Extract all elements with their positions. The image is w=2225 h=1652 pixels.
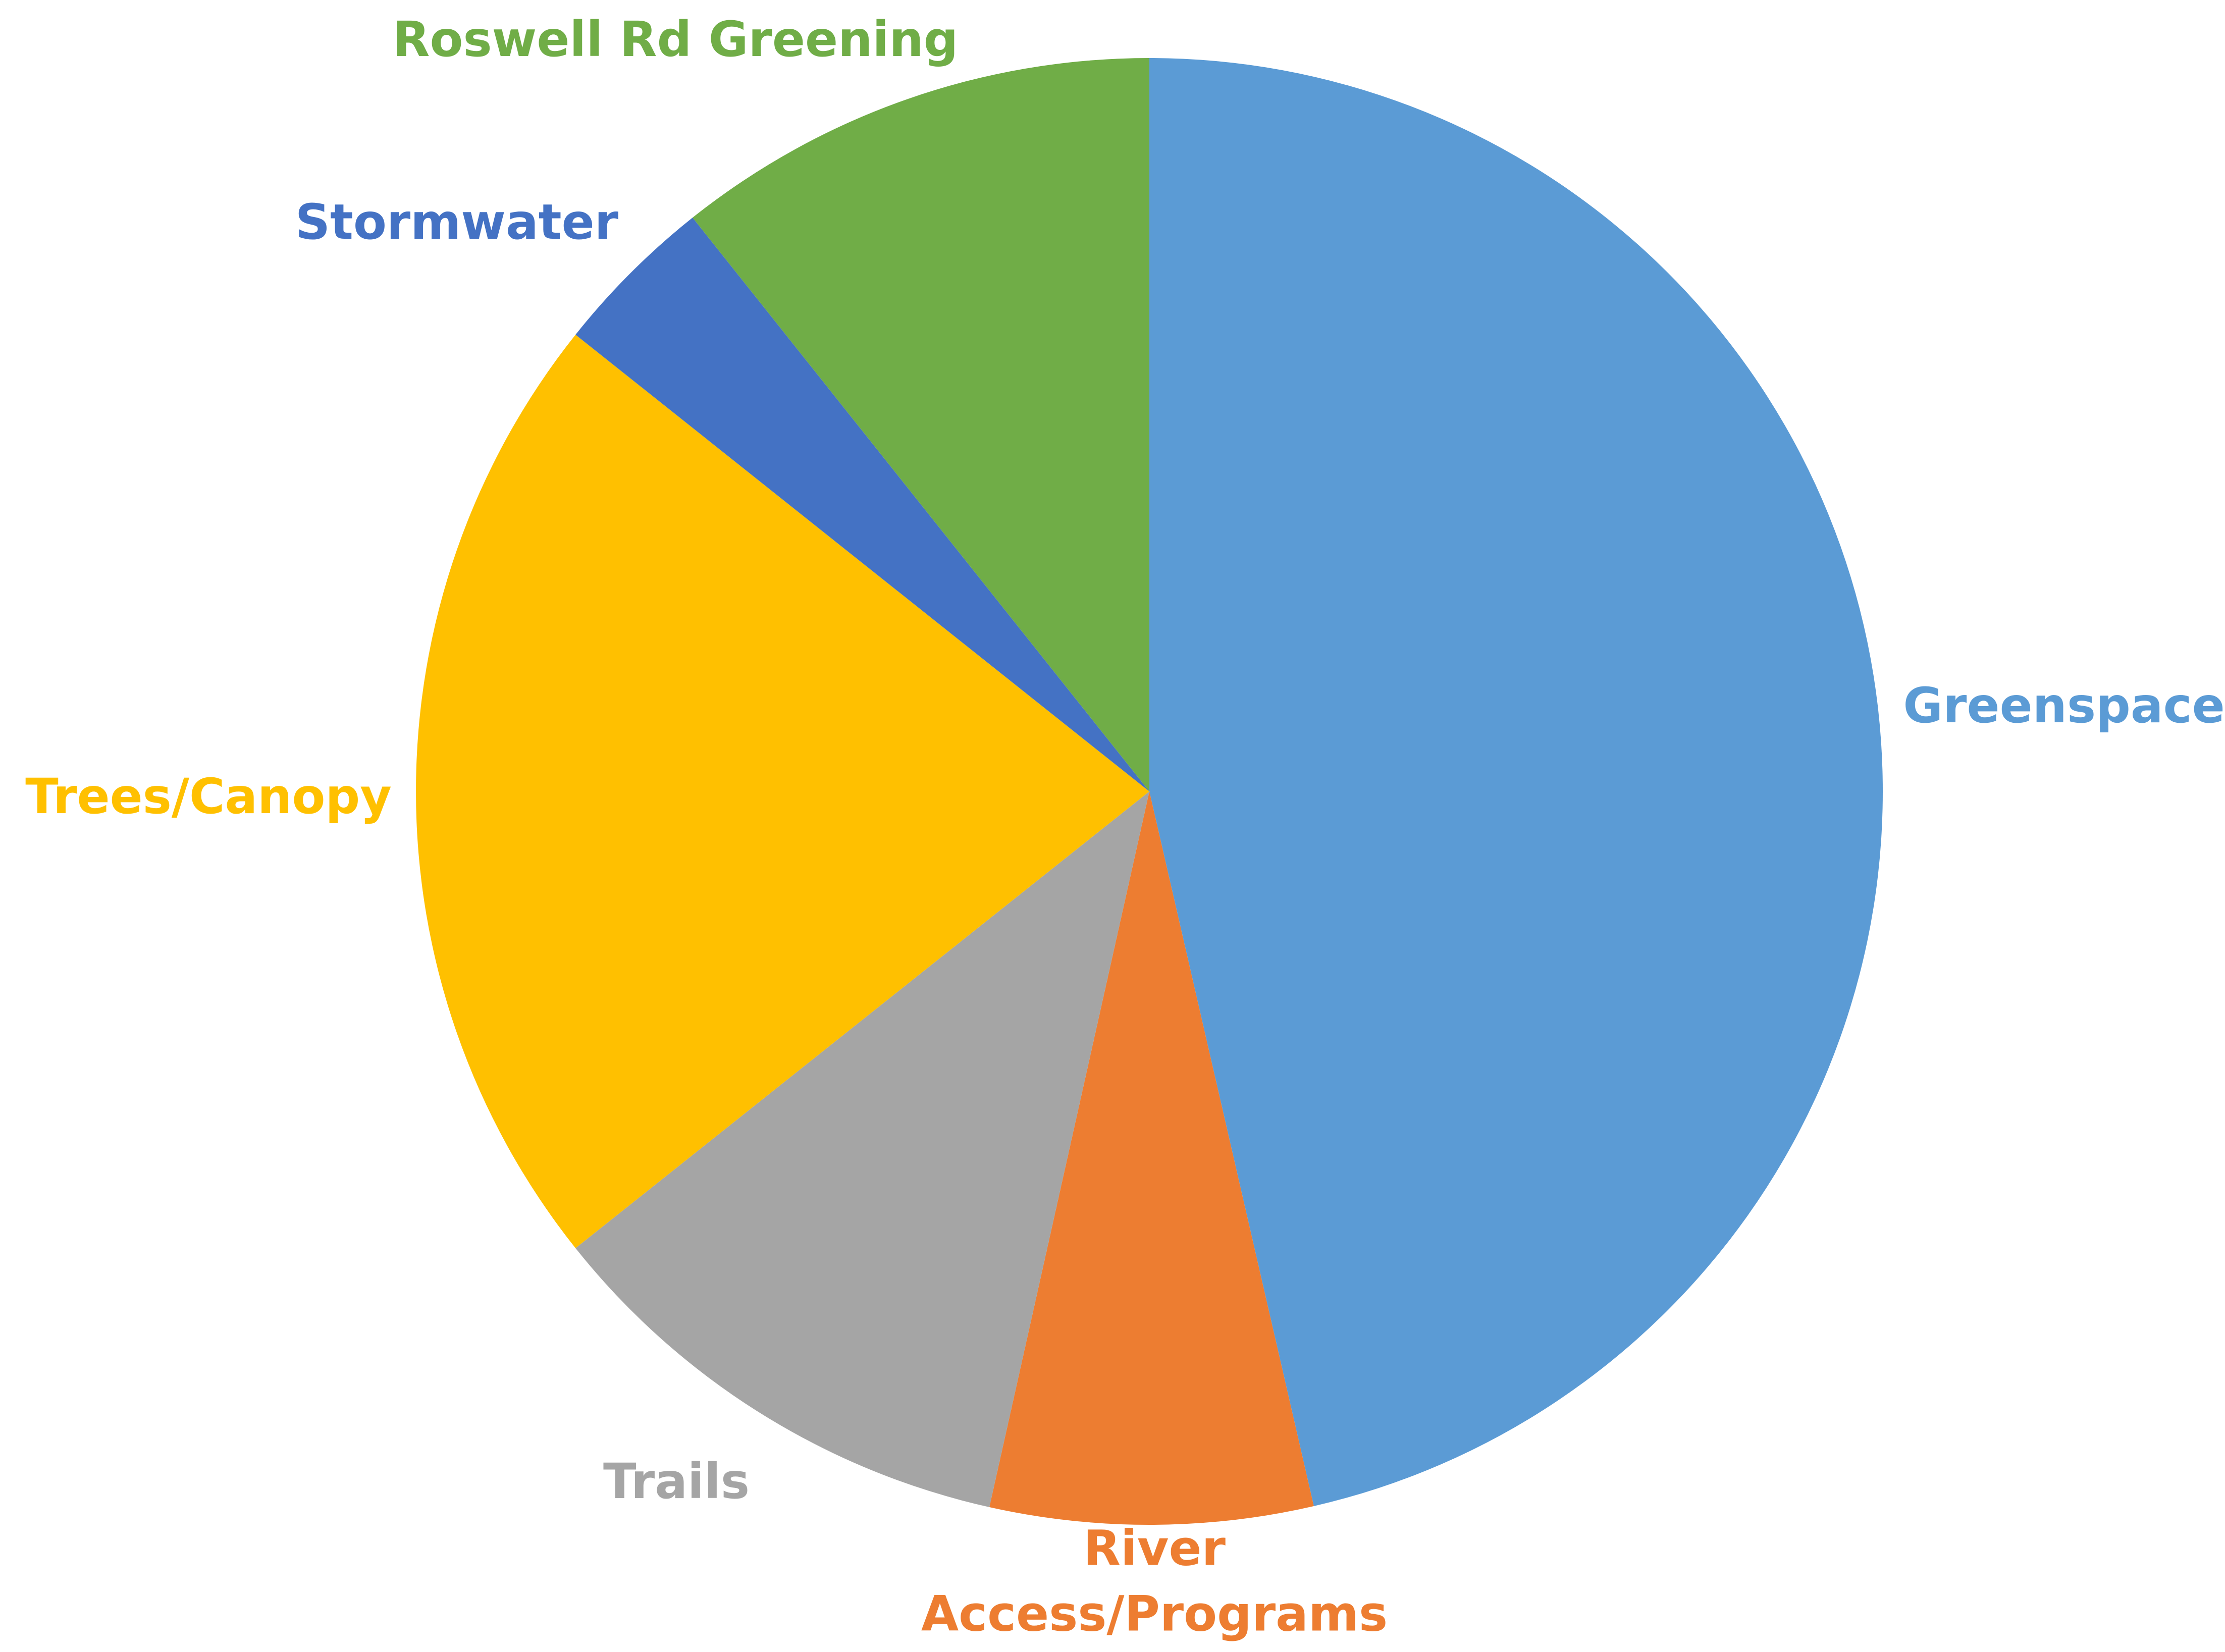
pie-slice: [575, 218, 1149, 791]
pie-slice: [1149, 58, 1883, 1506]
slice-label: Greenspace: [1903, 677, 2225, 734]
pie-slice: [693, 58, 1149, 791]
pie-slice: [989, 791, 1314, 1525]
pie-slice: [575, 791, 1149, 1508]
slice-label: Roswell Rd Greening: [392, 11, 959, 68]
slice-label: River Access/Programs: [921, 1520, 1388, 1642]
slice-label: Trees/Canopy: [25, 768, 392, 825]
slice-label: Trails: [603, 1453, 750, 1510]
pie-slice: [415, 335, 1150, 1248]
slice-label: Stormwater: [295, 194, 619, 251]
